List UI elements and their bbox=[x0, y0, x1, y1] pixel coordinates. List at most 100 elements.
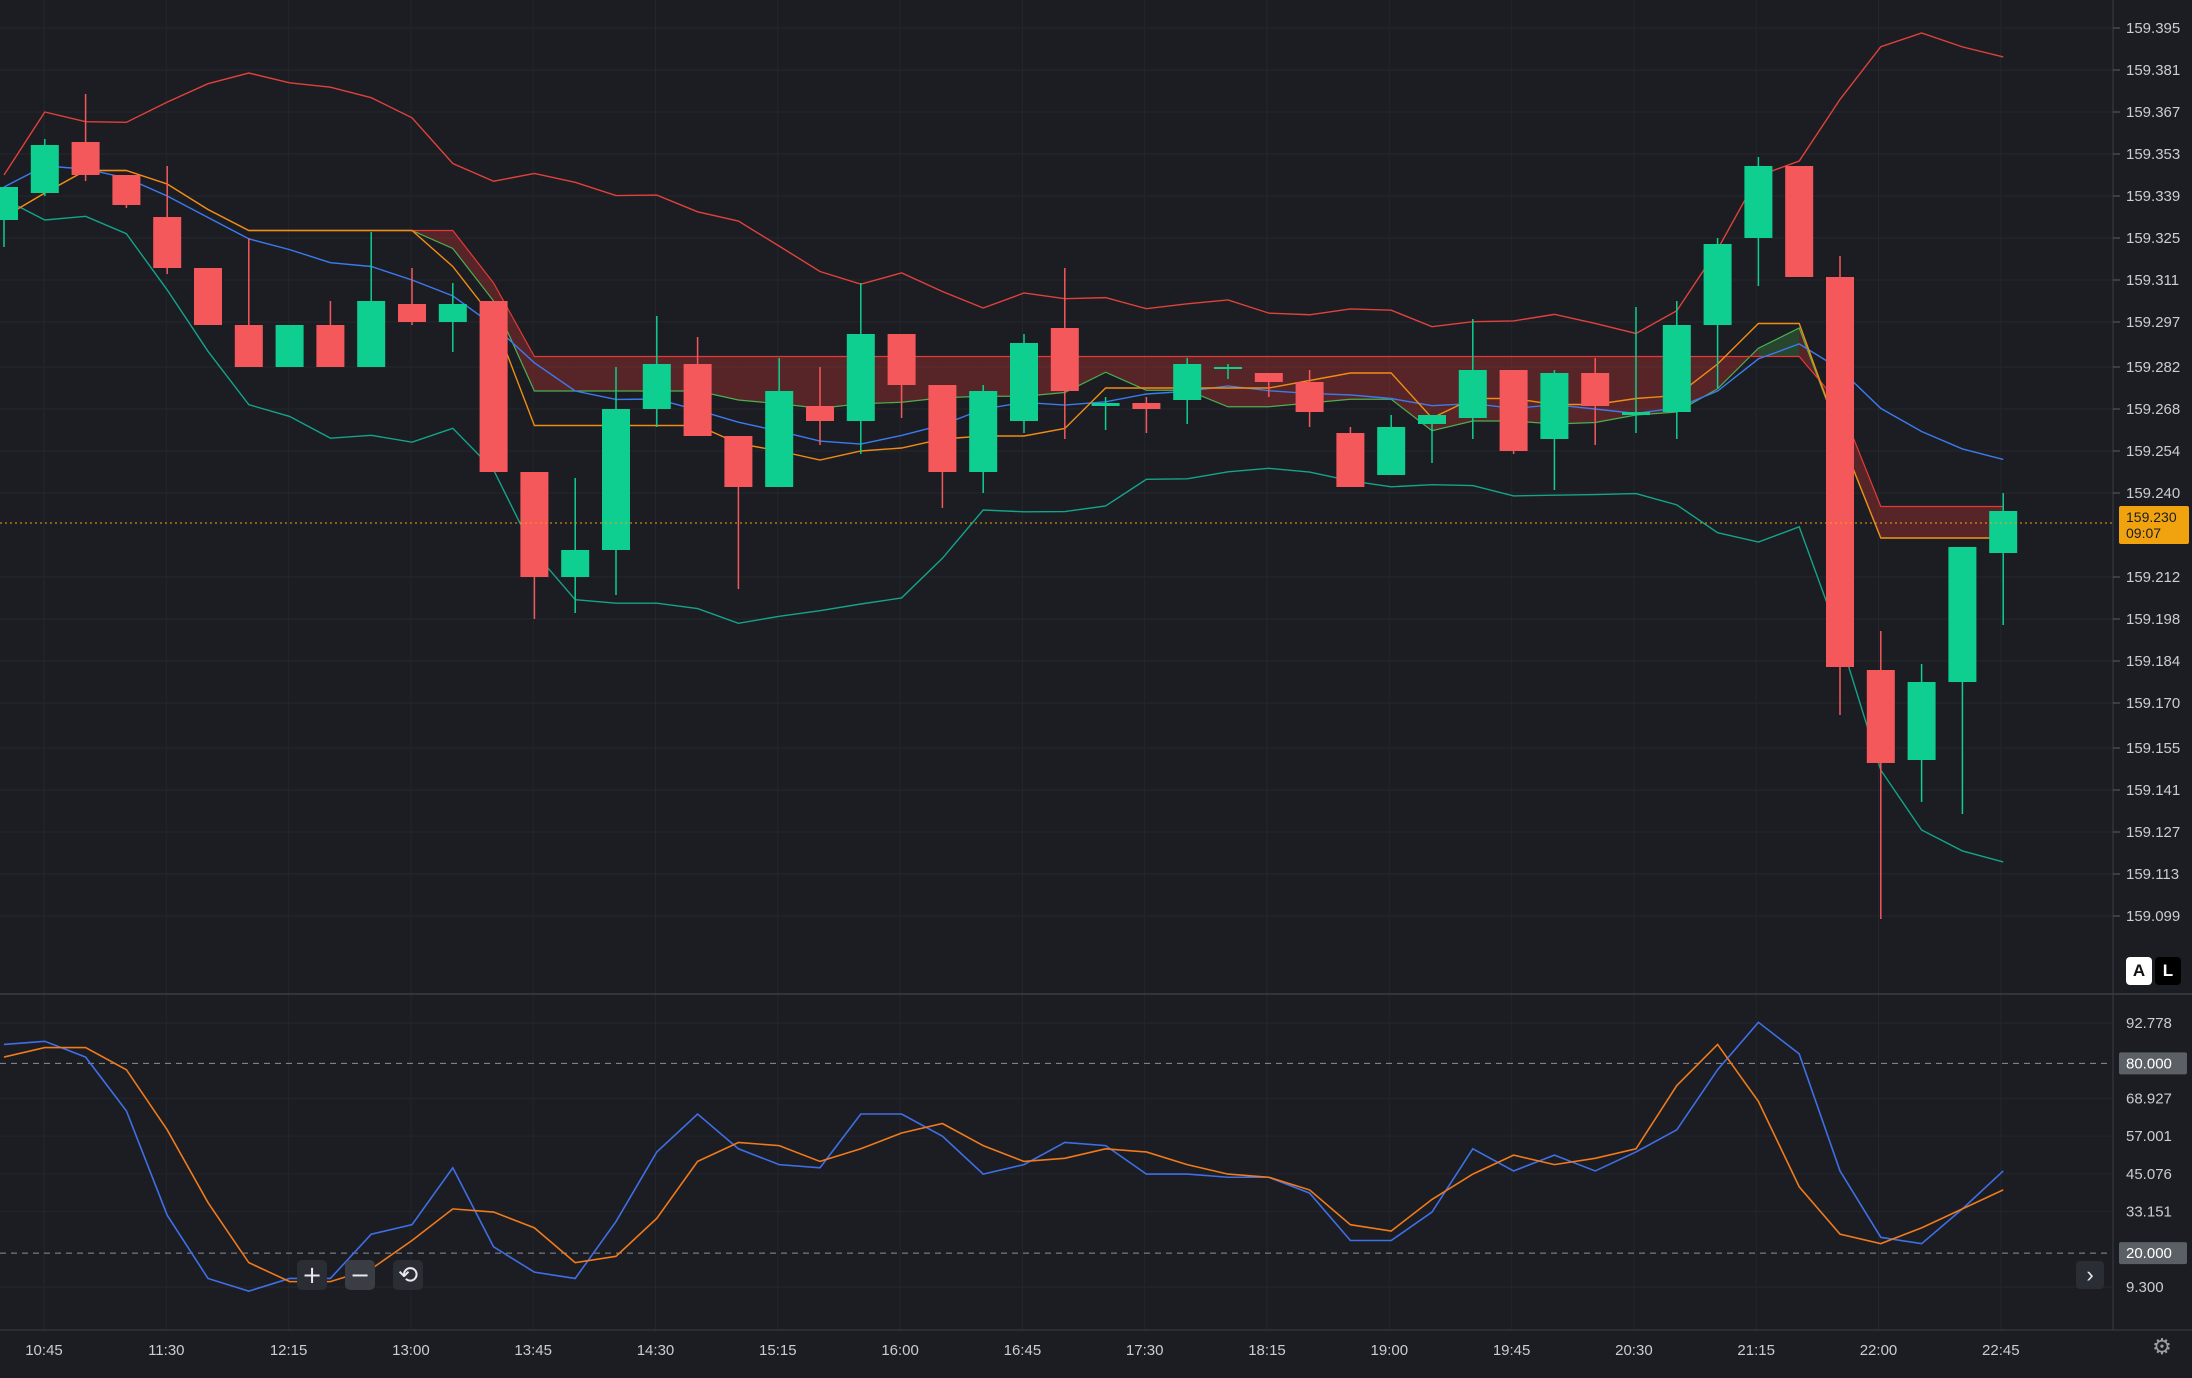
time-tick-label: 17:30 bbox=[1126, 1342, 1164, 1359]
oscillator-tick-label: 9.300 bbox=[2126, 1279, 2164, 1296]
time-tick-label: 22:45 bbox=[1982, 1342, 2020, 1359]
cloud-segment bbox=[1758, 328, 1800, 357]
candle-body bbox=[1622, 412, 1650, 415]
level-badge bbox=[2119, 1242, 2187, 1265]
candle bbox=[887, 334, 916, 418]
candle bbox=[1173, 358, 1202, 424]
level-label: 20.000 bbox=[2126, 1245, 2172, 1262]
candle-body bbox=[1662, 325, 1691, 412]
candle bbox=[0, 187, 18, 247]
cloud-span-a bbox=[3, 169, 2004, 539]
candle bbox=[1458, 319, 1487, 439]
time-tick-label: 10:45 bbox=[25, 1342, 63, 1359]
price-tick-label: 159.113 bbox=[2126, 866, 2179, 883]
candle bbox=[30, 139, 59, 196]
time-tick-label: 22:00 bbox=[1860, 1342, 1898, 1359]
candle-body bbox=[1785, 166, 1814, 277]
candle bbox=[1907, 664, 1936, 802]
zoom-out-button[interactable]: − bbox=[345, 1260, 375, 1290]
candle bbox=[1540, 370, 1569, 490]
candle-body bbox=[561, 550, 590, 577]
candle bbox=[1948, 547, 1977, 814]
candle bbox=[1744, 157, 1773, 286]
oscillator-tick-label: 92.778 bbox=[2126, 1015, 2172, 1032]
ichimoku-cloud bbox=[3, 169, 2004, 539]
candle-body bbox=[806, 406, 834, 421]
candle bbox=[1214, 364, 1242, 379]
candle bbox=[1010, 334, 1038, 433]
price-chart[interactable]: 159.395 159.381 159.367 159.353 159.339 159.3… bbox=[0, 0, 2192, 995]
candle bbox=[1377, 415, 1406, 475]
time-tick-label: 12:15 bbox=[270, 1342, 308, 1359]
candle bbox=[1662, 301, 1691, 439]
candle-body bbox=[1050, 328, 1079, 391]
candle-body bbox=[71, 142, 100, 175]
auto-scale-button[interactable]: A bbox=[2126, 957, 2152, 985]
price-tick-label: 159.170 bbox=[2126, 695, 2180, 712]
candle bbox=[520, 472, 549, 619]
candle-body bbox=[1866, 670, 1895, 763]
candle-body bbox=[1826, 277, 1854, 667]
oscillator-k-line bbox=[3, 1021, 2004, 1292]
candle bbox=[928, 385, 957, 508]
price-tick-label: 159.099 bbox=[2126, 908, 2180, 925]
price-tick-label: 159.395 bbox=[2126, 20, 2180, 37]
candle-body bbox=[438, 304, 467, 322]
candle-body bbox=[479, 301, 508, 472]
price-tick-label: 159.212 bbox=[2126, 569, 2180, 586]
candle bbox=[765, 358, 794, 487]
candle-body bbox=[1581, 373, 1610, 406]
candle-body bbox=[316, 325, 345, 367]
reset-view-button[interactable]: ⟲ bbox=[393, 1260, 423, 1290]
price-tick-label: 159.282 bbox=[2126, 359, 2180, 376]
oscillator-tick-label: 33.151 bbox=[2126, 1204, 2172, 1221]
cloud-segment bbox=[1228, 356, 1269, 407]
candle bbox=[642, 316, 671, 427]
cloud-segment bbox=[1391, 356, 1432, 431]
candle-body bbox=[1173, 364, 1202, 400]
candle-body bbox=[887, 334, 916, 385]
cloud-segment bbox=[452, 230, 494, 301]
last-price-badge bbox=[2119, 506, 2189, 544]
middle-band-line bbox=[3, 165, 2004, 461]
candle-body bbox=[1989, 511, 2018, 553]
cloud-segment bbox=[1105, 356, 1147, 391]
candle-body bbox=[765, 391, 794, 487]
candle-body bbox=[1458, 370, 1487, 418]
lower-band-line bbox=[3, 198, 2004, 863]
zoom-in-button[interactable]: + bbox=[297, 1260, 327, 1290]
candle bbox=[398, 268, 426, 325]
candle bbox=[153, 166, 182, 274]
cloud-segment bbox=[534, 356, 576, 391]
candle bbox=[1132, 397, 1161, 433]
price-grid bbox=[0, 27, 2112, 917]
conversion-line bbox=[3, 169, 2004, 539]
candle bbox=[1418, 415, 1446, 463]
gear-icon[interactable]: ⚙ bbox=[2152, 1335, 2172, 1360]
upper-band-line bbox=[3, 32, 2004, 335]
candle-body bbox=[1744, 166, 1773, 238]
candle bbox=[1050, 268, 1079, 439]
candle-body bbox=[1295, 382, 1324, 412]
candle-body bbox=[398, 304, 426, 322]
candle-body bbox=[724, 436, 753, 487]
candle bbox=[438, 283, 467, 352]
time-tick-label: 11:30 bbox=[148, 1342, 184, 1359]
price-tick-label: 159.254 bbox=[2126, 443, 2180, 460]
last-price-label: 159.230 bbox=[2126, 509, 2177, 525]
candle-body bbox=[275, 325, 304, 367]
cloud-segment bbox=[1921, 506, 1963, 538]
price-tick-label: 159.141 bbox=[2126, 782, 2180, 799]
candle bbox=[71, 94, 100, 181]
scroll-right-button[interactable]: › bbox=[2076, 1261, 2104, 1289]
log-scale-button[interactable]: L bbox=[2155, 957, 2181, 985]
oscillator-chart[interactable]: 92.778 68.927 57.001 45.076 33.151 9.300 80.00… bbox=[0, 995, 2192, 1375]
oscillator-tick-label: 45.076 bbox=[2126, 1166, 2172, 1183]
candle bbox=[1091, 397, 1120, 430]
candle-body bbox=[1336, 433, 1365, 487]
oscillator-tick-label: 68.927 bbox=[2126, 1090, 2172, 1107]
candle-body bbox=[1418, 415, 1446, 424]
level-label: 80.000 bbox=[2126, 1055, 2172, 1072]
oscillator-axis: 92.778 68.927 57.001 45.076 33.151 9.300 80.00… bbox=[2112, 995, 2187, 1330]
